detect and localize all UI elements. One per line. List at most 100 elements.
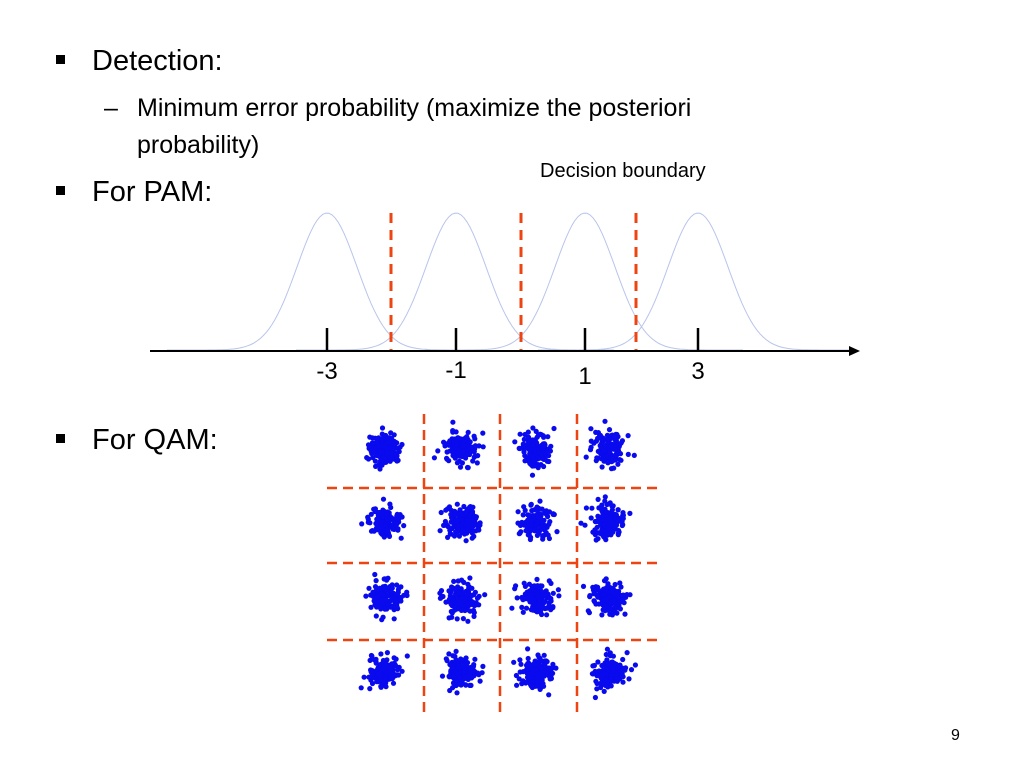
- qam-point: [378, 651, 384, 657]
- qam-point: [383, 432, 389, 439]
- qam-cluster: [359, 496, 407, 541]
- qam-point: [375, 678, 381, 685]
- qam-point: [594, 680, 600, 687]
- qam-point: [534, 532, 541, 539]
- qam-point: [435, 448, 441, 454]
- qam-point: [533, 523, 539, 530]
- qam-point: [522, 431, 528, 438]
- qam-point: [369, 680, 376, 687]
- qam-point: [521, 504, 527, 510]
- qam-point: [609, 612, 616, 618]
- qam-point: [527, 451, 533, 457]
- qam-point: [517, 431, 523, 437]
- qam-point: [374, 516, 380, 522]
- qam-point: [615, 527, 622, 534]
- sub-bullet-line-1: Minimum error probability (maximize the …: [137, 94, 692, 122]
- qam-point: [470, 607, 477, 614]
- qam-point: [369, 528, 375, 534]
- qam-point: [545, 434, 551, 440]
- qam-point: [442, 443, 448, 449]
- qam-point: [580, 583, 587, 590]
- qam-point: [379, 514, 385, 520]
- qam-point: [368, 511, 374, 517]
- qam-point: [467, 674, 473, 680]
- qam-point: [520, 609, 526, 615]
- qam-point: [392, 450, 398, 456]
- qam-point: [465, 429, 471, 435]
- qam-point: [441, 522, 447, 529]
- qam-point: [602, 597, 609, 603]
- qam-point: [470, 458, 476, 464]
- qam-point: [511, 659, 517, 665]
- qam-point: [592, 668, 598, 674]
- qam-point: [541, 652, 547, 658]
- qam-point: [448, 507, 454, 513]
- qam-point: [474, 460, 480, 466]
- qam-point: [394, 582, 400, 588]
- qam-point: [598, 684, 604, 691]
- qam-point: [373, 613, 379, 619]
- qam-point: [583, 454, 589, 460]
- qam-point: [612, 511, 619, 517]
- qam-point: [397, 444, 403, 450]
- qam-cluster: [512, 425, 557, 478]
- qam-point: [611, 600, 617, 606]
- qam-point: [551, 425, 557, 432]
- qam-point: [394, 458, 400, 464]
- qam-point: [535, 652, 541, 658]
- gaussian-curve: [538, 212, 856, 351]
- qam-point: [378, 525, 384, 531]
- qam-point: [377, 466, 383, 472]
- qam-point: [450, 664, 456, 670]
- qam-point: [603, 509, 609, 515]
- qam-point: [460, 664, 466, 670]
- qam-point: [587, 447, 594, 453]
- qam-point: [528, 518, 534, 524]
- qam-point: [367, 520, 373, 526]
- qam-point: [620, 515, 626, 522]
- qam-point: [528, 587, 534, 593]
- qam-cluster: [437, 501, 483, 544]
- qam-point: [631, 452, 637, 458]
- qam-point: [614, 610, 620, 616]
- qam-point: [448, 519, 454, 525]
- qam-point: [393, 656, 399, 662]
- qam-point: [519, 594, 525, 601]
- qam-point: [554, 529, 560, 535]
- qam-point: [595, 536, 601, 542]
- qam-point: [517, 657, 523, 663]
- qam-point: [454, 671, 460, 677]
- qam-point: [543, 449, 549, 456]
- qam-point: [582, 522, 588, 528]
- qam-point: [463, 538, 469, 544]
- qam-point: [544, 659, 550, 665]
- qam-point: [627, 510, 633, 516]
- qam-cluster: [515, 498, 560, 543]
- qam-point: [449, 515, 455, 521]
- qam-point: [612, 604, 618, 610]
- bullet-marker: [56, 55, 65, 64]
- qam-point: [389, 585, 395, 591]
- qam-point: [545, 513, 551, 520]
- qam-point: [592, 527, 598, 533]
- qam-point: [472, 589, 478, 595]
- qam-point: [525, 646, 531, 652]
- qam-point: [390, 526, 396, 532]
- qam-point: [366, 585, 372, 591]
- qam-point: [618, 584, 624, 590]
- qam-point: [617, 457, 623, 463]
- qam-point: [550, 590, 556, 596]
- qam-point: [610, 668, 617, 674]
- qam-point: [595, 513, 601, 519]
- qam-point: [456, 450, 462, 456]
- qam-point: [451, 523, 457, 529]
- qam-point: [388, 430, 394, 436]
- qam-point: [438, 588, 445, 594]
- qam-point: [452, 653, 458, 660]
- qam-point: [470, 504, 476, 510]
- qam-point: [518, 661, 524, 667]
- qam-point: [365, 514, 371, 520]
- qam-point: [371, 657, 377, 663]
- qam-point: [371, 448, 377, 454]
